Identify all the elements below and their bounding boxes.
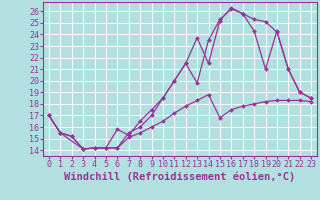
X-axis label: Windchill (Refroidissement éolien,°C): Windchill (Refroidissement éolien,°C)	[64, 172, 296, 182]
